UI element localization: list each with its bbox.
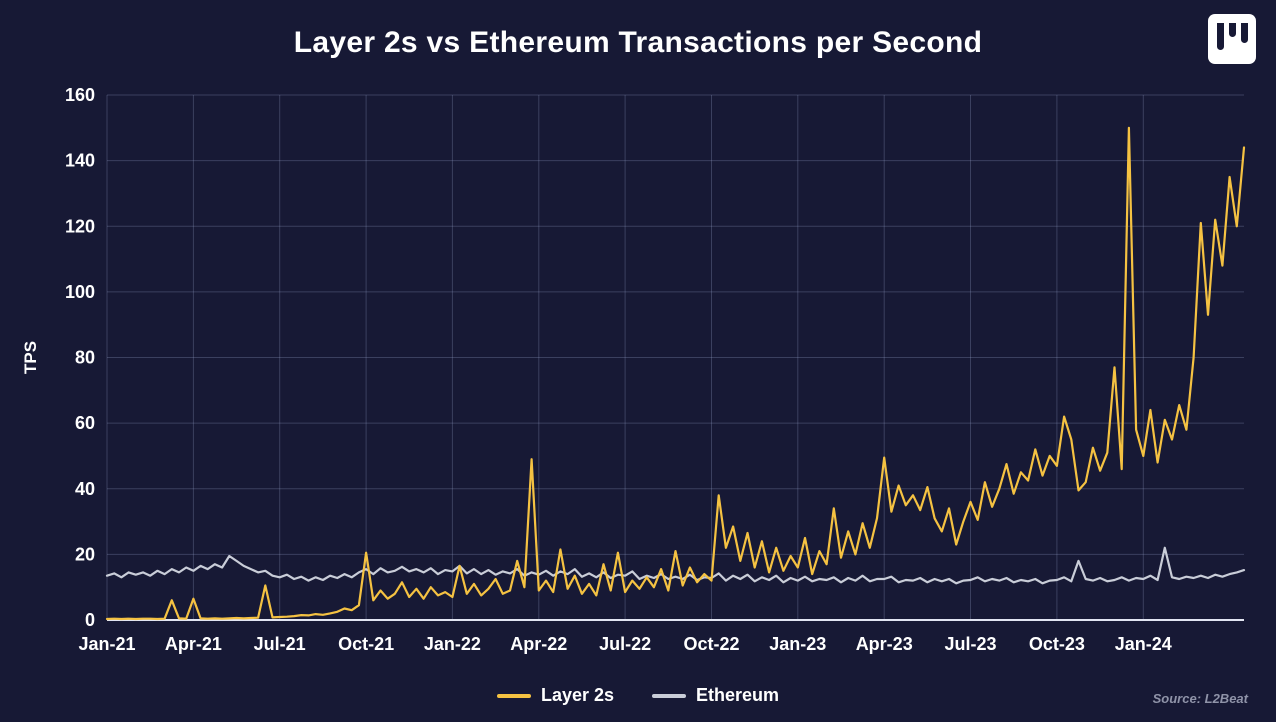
x-tick-label: Oct-21 bbox=[338, 634, 394, 654]
y-tick-label: 100 bbox=[65, 282, 95, 302]
x-tick-label: Jan-23 bbox=[769, 634, 826, 654]
x-tick-label: Jul-22 bbox=[599, 634, 651, 654]
x-tick-label: Oct-22 bbox=[683, 634, 739, 654]
logo-bar-right bbox=[1240, 23, 1248, 43]
x-tick-label: Oct-23 bbox=[1029, 634, 1085, 654]
x-tick-label: Apr-22 bbox=[510, 634, 567, 654]
x-tick-label: Jan-21 bbox=[78, 634, 135, 654]
y-tick-label: 160 bbox=[65, 85, 95, 105]
chart-title: Layer 2s vs Ethereum Transactions per Se… bbox=[293, 26, 983, 59]
legend-label-ethereum: Ethereum bbox=[696, 685, 780, 705]
logo-bar-left bbox=[1216, 23, 1224, 50]
legend: Layer 2s Ethereum bbox=[0, 685, 1276, 706]
x-tick-label: Apr-23 bbox=[856, 634, 913, 654]
y-axis-title: TPS bbox=[21, 341, 40, 374]
logo-bar-middle bbox=[1228, 23, 1236, 37]
x-tick-label: Apr-21 bbox=[165, 634, 222, 654]
x-tick-label: Jul-23 bbox=[944, 634, 996, 654]
series-line-layer-2s bbox=[105, 126, 1246, 621]
y-tick-label: 20 bbox=[75, 544, 95, 564]
source-credit: Source: L2Beat bbox=[1152, 691, 1248, 706]
l2beat-logo-icon bbox=[1208, 14, 1256, 64]
y-tick-label: 40 bbox=[75, 479, 95, 499]
legend-label-layer2s: Layer 2s bbox=[540, 685, 615, 705]
y-tick-label: 0 bbox=[85, 610, 95, 630]
ethereum-line-swatch bbox=[652, 693, 687, 698]
y-tick-label: 60 bbox=[75, 413, 95, 433]
series-line-ethereum bbox=[105, 546, 1246, 585]
y-tick-label: 80 bbox=[75, 348, 95, 368]
y-tick-label: 140 bbox=[65, 151, 95, 171]
legend-item-ethereum: Ethereum bbox=[652, 685, 779, 706]
x-tick-label: Jan-22 bbox=[424, 634, 481, 654]
layer2s-line-swatch bbox=[496, 693, 531, 698]
x-tick-label: Jan-24 bbox=[1115, 634, 1172, 654]
legend-item-layer2s: Layer 2s bbox=[496, 685, 615, 706]
y-tick-label: 120 bbox=[65, 216, 95, 236]
x-tick-label: Jul-21 bbox=[254, 634, 306, 654]
